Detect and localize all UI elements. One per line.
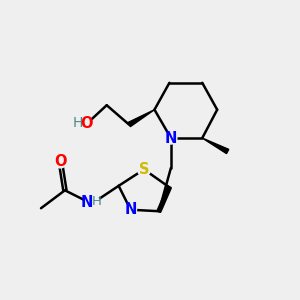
Text: N: N <box>124 202 137 217</box>
Text: N: N <box>165 130 177 146</box>
Polygon shape <box>128 110 154 127</box>
Text: H: H <box>73 116 83 130</box>
Polygon shape <box>202 138 229 154</box>
Circle shape <box>54 156 66 168</box>
Text: O: O <box>54 154 67 169</box>
Circle shape <box>76 116 93 133</box>
Circle shape <box>137 163 151 176</box>
Circle shape <box>124 204 136 216</box>
Circle shape <box>83 195 100 212</box>
Text: N: N <box>80 195 93 210</box>
Text: H: H <box>91 196 101 208</box>
Text: O: O <box>80 116 93 131</box>
Circle shape <box>165 132 177 144</box>
Text: S: S <box>139 162 149 177</box>
